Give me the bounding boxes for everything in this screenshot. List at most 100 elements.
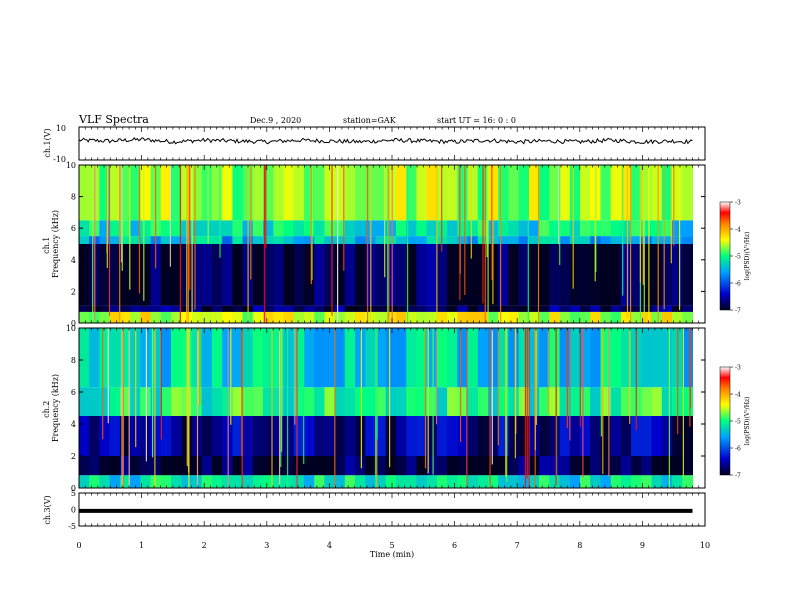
time-tick-label: 5 bbox=[389, 541, 394, 550]
ch2-spectrogram-streak bbox=[424, 328, 427, 469]
ch1-spectrogram-cell bbox=[191, 220, 203, 237]
ch2-spectrogram-cell bbox=[171, 328, 182, 388]
ch2-spectrogram-streak bbox=[128, 328, 130, 488]
ch2-spectrogram-cell bbox=[201, 328, 213, 388]
ch2-spectrogram-cell bbox=[355, 387, 366, 416]
ch1-spectrogram-cell bbox=[406, 311, 417, 323]
ch1-spectrogram-cell bbox=[314, 305, 325, 312]
ch1-spectrogram-cell bbox=[528, 220, 540, 237]
ch1-spectrogram-streak bbox=[207, 165, 209, 244]
ch1-spectrogram-cell bbox=[620, 236, 632, 244]
ch1-spectrogram-cell bbox=[396, 165, 407, 221]
ch2-spectrogram-cell bbox=[171, 387, 182, 416]
ch2-spectrogram-cell bbox=[549, 475, 560, 488]
ch1-spectrogram-cell bbox=[426, 220, 438, 237]
ch1-spectrogram-streak bbox=[500, 165, 502, 323]
ch1-spectrogram-streak bbox=[441, 165, 443, 252]
ch2-spectrogram-cell bbox=[171, 475, 182, 488]
ch2-spectrogram-cell bbox=[273, 387, 284, 416]
ch2-spectrogram-cell bbox=[303, 387, 315, 416]
ch2-spectrogram-cell bbox=[580, 387, 591, 416]
ch2-spectrogram-cell bbox=[569, 416, 581, 456]
ch2-spectrogram-cell bbox=[211, 456, 223, 476]
ch2-spectrogram-streak bbox=[497, 328, 499, 446]
ch1-ytick-bottom: -10 bbox=[53, 155, 66, 164]
ch2-spectrogram-cell bbox=[324, 387, 336, 416]
ch1-spectrogram-cell bbox=[447, 305, 458, 312]
ch1-spectrogram-cell bbox=[661, 311, 673, 323]
ch1-spectrogram-cell bbox=[508, 244, 520, 306]
ch2-spectrogram-cell bbox=[518, 328, 530, 388]
ch1-spectrogram-cell bbox=[457, 165, 468, 221]
ch2-spectrogram-cell bbox=[467, 475, 479, 488]
ch2-spectrogram-cell bbox=[457, 475, 468, 488]
ch2-spectrogram-cell bbox=[600, 387, 612, 416]
ch2-spectrogram-cell bbox=[191, 328, 203, 388]
ch2-spectrogram-cell bbox=[641, 328, 653, 388]
ch2-spectrogram-streak bbox=[566, 328, 568, 429]
ch1-spectrogram-cell bbox=[273, 165, 284, 221]
spectrogram-ytick-label: 10 bbox=[66, 324, 76, 333]
ch1-spectrogram-cell bbox=[303, 305, 315, 312]
ch1-spectrogram-streak bbox=[194, 165, 196, 310]
ch1-spectrogram-cell bbox=[385, 311, 397, 323]
ch1-spectrogram-cell bbox=[211, 220, 223, 237]
ch1-spectrogram-cell bbox=[283, 244, 295, 306]
ch2-spectrogram-cell bbox=[252, 475, 264, 488]
ch2-spectrogram-cell bbox=[620, 475, 632, 488]
ch1-spectrogram-cell bbox=[457, 311, 468, 323]
ch2-spectrogram-cell bbox=[682, 475, 693, 488]
ch2-spectrogram-streak bbox=[491, 328, 493, 465]
ch2-spectrogram-cell bbox=[651, 475, 663, 488]
ch2-spectrogram-cell bbox=[682, 416, 693, 456]
time-tick-label: 0 bbox=[76, 541, 81, 550]
ch2-spectrogram-cell bbox=[518, 416, 530, 456]
ch2-spectrogram-cell bbox=[130, 475, 141, 488]
ch1-spectrogram-streak bbox=[622, 165, 624, 296]
ch1-spectrogram-cell bbox=[191, 244, 203, 306]
ch2-spectrogram-cell bbox=[488, 387, 499, 416]
ch2-spectrogram-cell bbox=[201, 456, 213, 476]
ch1-spectrogram-cell bbox=[651, 165, 663, 221]
ch2-spectrogram-streak bbox=[199, 328, 201, 406]
ch2-spectrogram-cell bbox=[293, 328, 305, 388]
ch2-spectrogram-cell bbox=[416, 416, 428, 456]
ch2-spectrogram-streak bbox=[506, 328, 508, 482]
ch1-spectrogram-cell bbox=[211, 165, 223, 221]
ch2-spectrogram-cell bbox=[283, 387, 295, 416]
ch2-spectrogram-cell bbox=[324, 456, 336, 476]
spectrogram-ytick-label: 4 bbox=[71, 256, 76, 265]
ch2-spectrogram-cell bbox=[191, 475, 203, 488]
ch1-colorbar: -3 -4 -5 -6 -7 log(PSD)(V²/Hz) bbox=[719, 200, 751, 315]
ch2-spectrogram-cell bbox=[344, 387, 356, 416]
ch2-spectrogram-cell bbox=[508, 475, 520, 488]
ch2-spectrogram-cell bbox=[273, 328, 284, 388]
ch1-spectrogram-cell bbox=[201, 244, 213, 306]
ch2-spectrogram-cell bbox=[365, 456, 376, 476]
ch1-spectrogram-ylabel: ch.1 Frequency (kHz) bbox=[42, 210, 60, 278]
ch2-spectrogram-cell bbox=[569, 456, 581, 476]
ch1-spectrogram-cell bbox=[355, 220, 366, 237]
ch2-spectrogram-cell bbox=[365, 416, 376, 456]
time-tick-label: 8 bbox=[577, 541, 582, 550]
ch2-spectrogram-cell bbox=[620, 328, 632, 388]
ch1-spectrogram-streak bbox=[370, 165, 372, 323]
ch2-spectrogram-cell bbox=[590, 328, 601, 388]
ch1-spectrogram-cell bbox=[539, 311, 550, 323]
ch1-spectrogram-cell bbox=[682, 220, 693, 237]
ch1-spectrogram-cell bbox=[518, 305, 530, 312]
ch1-spectrogram-streak bbox=[384, 165, 386, 278]
ch1-spectrogram-image bbox=[79, 165, 693, 323]
ch2-spectrogram-streak bbox=[555, 328, 557, 486]
ch1-spectrogram-cell bbox=[406, 165, 417, 221]
ch2-spectrogram-streak bbox=[629, 328, 631, 424]
ch2-spectrogram-cell bbox=[457, 416, 468, 456]
ch1-spectrogram-cell bbox=[580, 305, 591, 312]
colorbar-tick-label: -6 bbox=[735, 281, 741, 288]
ch2-spectrogram-cell bbox=[498, 475, 509, 488]
ch2-spectrogram-cell bbox=[89, 416, 100, 456]
ch2-spectrogram-cell bbox=[477, 416, 489, 456]
ch2-spectrogram-streak bbox=[135, 328, 137, 448]
ch1-spectrogram-cell bbox=[447, 165, 458, 221]
ch2-spectrogram-cell bbox=[406, 416, 417, 456]
